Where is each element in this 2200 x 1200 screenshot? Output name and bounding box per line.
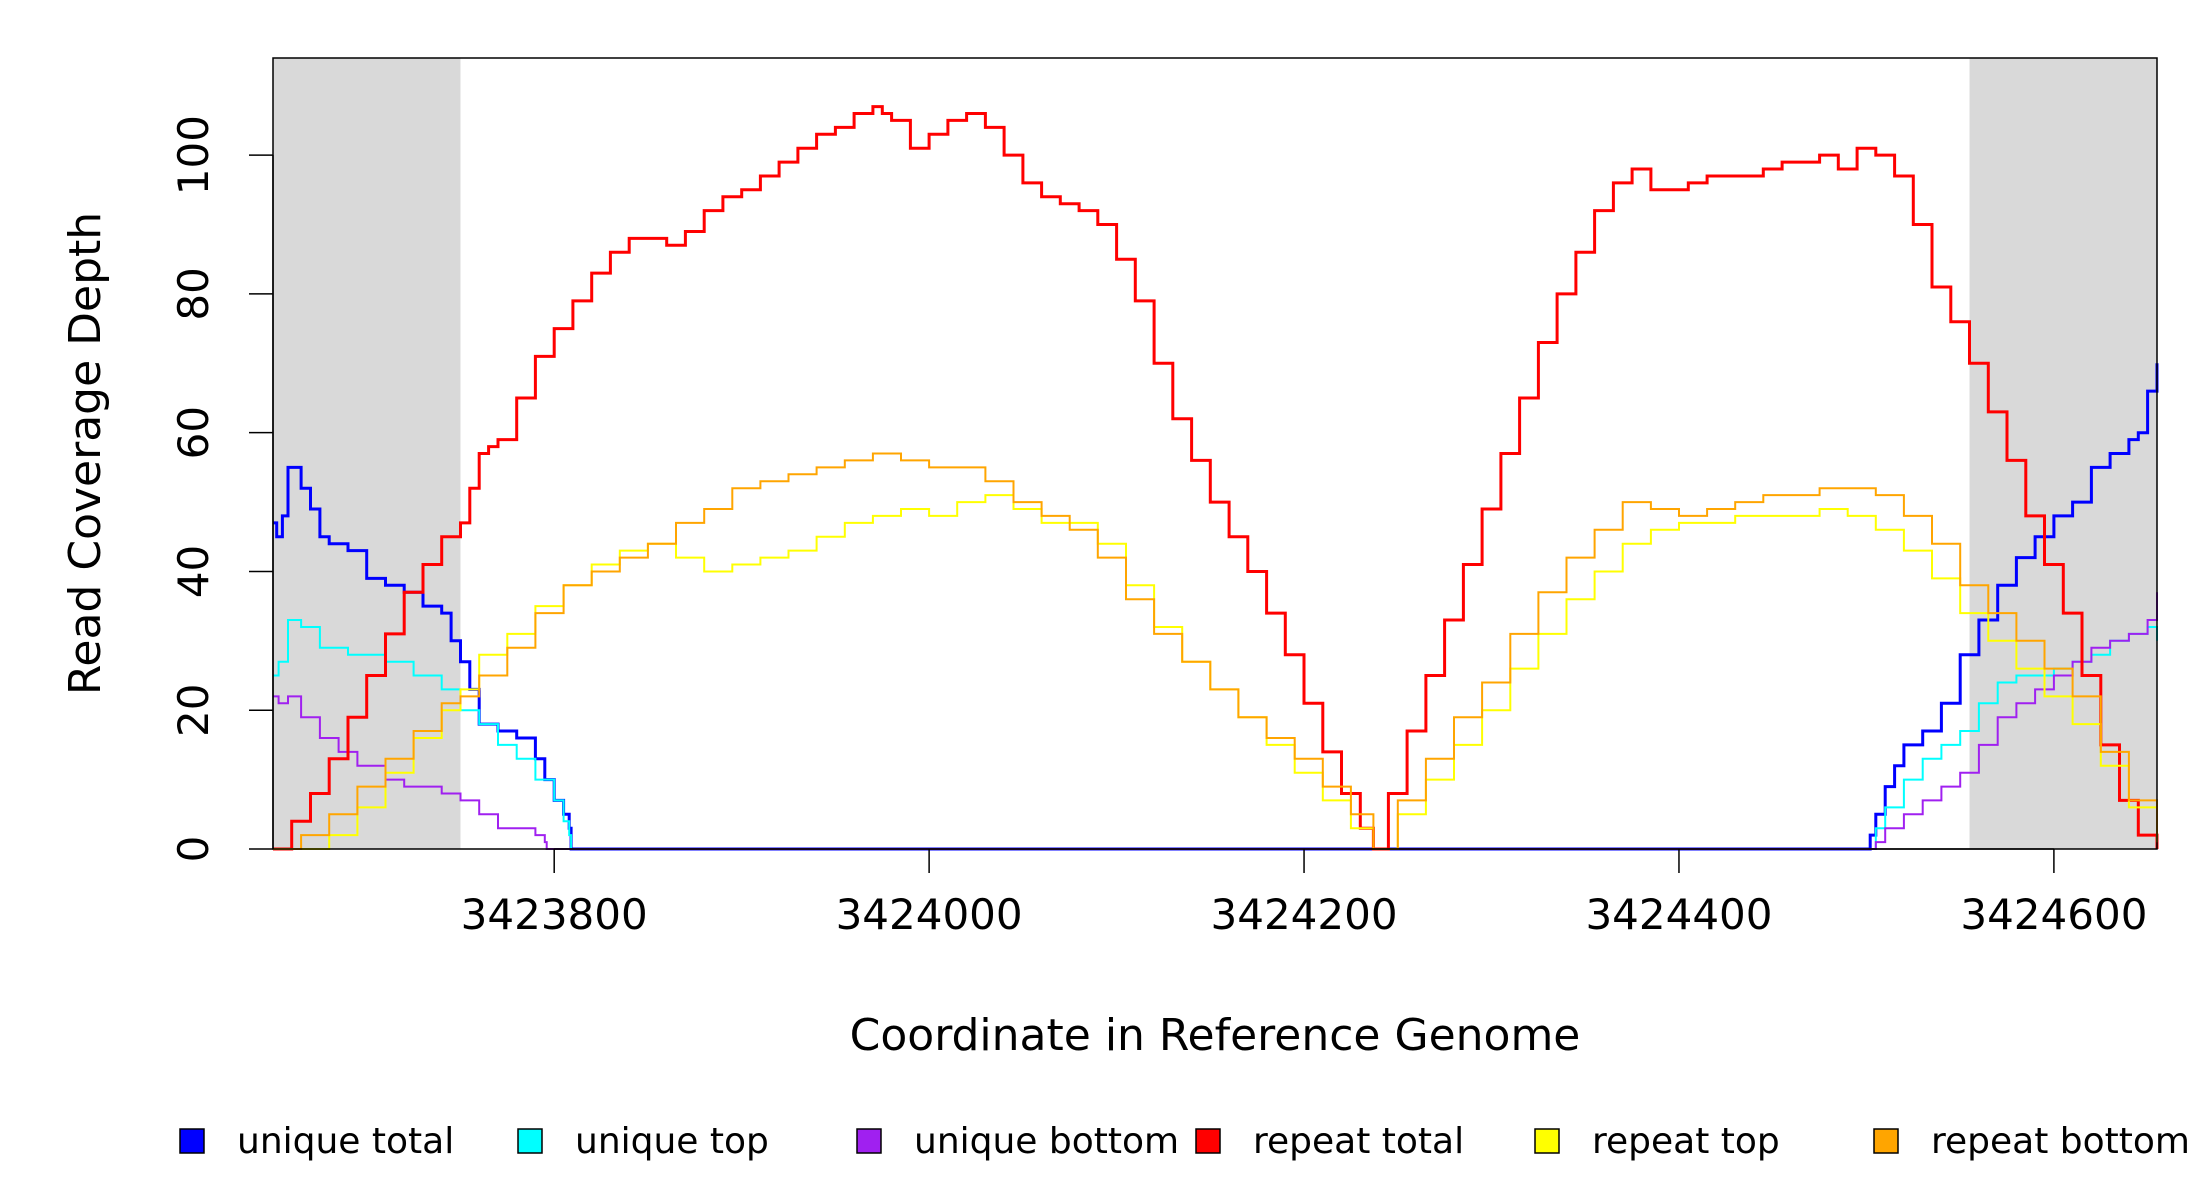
plot-frame <box>272 57 2158 850</box>
series-line-repeat-total <box>273 105 2159 851</box>
legend-swatch <box>1534 1128 1560 1154</box>
y-tick-label: 0 <box>169 836 218 863</box>
legend-label: unique total <box>237 1121 454 1162</box>
series-lines <box>273 105 2159 851</box>
shaded-regions <box>273 58 2157 849</box>
legend-label: unique top <box>575 1121 769 1162</box>
series-line-repeat-bottom <box>273 452 2158 850</box>
legend-swatch <box>517 1128 543 1154</box>
x-tick-label: 3424000 <box>836 890 1023 939</box>
y-tick-label: 100 <box>169 115 218 195</box>
y-tick-label: 60 <box>169 406 218 459</box>
legend-item-repeat-total: repeat total <box>1195 1121 1464 1162</box>
x-axis-title: Coordinate in Reference Genome <box>850 1010 1581 1061</box>
legend-label: repeat bottom <box>1931 1121 2190 1162</box>
legend-label: repeat top <box>1592 1121 1780 1162</box>
x-tick-label: 3424400 <box>1585 890 1772 939</box>
legend-swatch <box>1195 1128 1221 1154</box>
legend-item-unique-bottom: unique bottom <box>856 1121 1179 1162</box>
y-axis: 0 20 40 60 80 100 <box>169 115 274 863</box>
legend-swatch <box>856 1128 882 1154</box>
y-tick-label: 40 <box>169 545 218 598</box>
legend-swatch <box>1873 1128 1899 1154</box>
legend-label: unique bottom <box>914 1121 1179 1162</box>
y-tick-label: 80 <box>169 267 218 320</box>
x-tick-label: 3423800 <box>461 890 648 939</box>
x-tick-label: 3424600 <box>1960 890 2147 939</box>
y-tick-label: 20 <box>169 684 218 737</box>
legend-swatch <box>179 1128 205 1154</box>
legend: unique total unique top unique bottom repea… <box>179 1121 2190 1162</box>
series-line-unique-bottom <box>273 592 2158 850</box>
legend-item-repeat-bottom: repeat bottom <box>1873 1121 2190 1162</box>
x-axis: 3423800 3424000 3424200 3424400 3424600 <box>461 848 2147 939</box>
x-tick-label: 3424200 <box>1211 890 1398 939</box>
y-axis-title: Read Coverage Depth <box>60 212 111 695</box>
legend-item-repeat-top: repeat top <box>1534 1121 1780 1162</box>
legend-item-unique-top: unique top <box>517 1121 769 1162</box>
legend-label: repeat total <box>1253 1121 1464 1162</box>
legend-item-unique-total: unique total <box>179 1121 454 1162</box>
